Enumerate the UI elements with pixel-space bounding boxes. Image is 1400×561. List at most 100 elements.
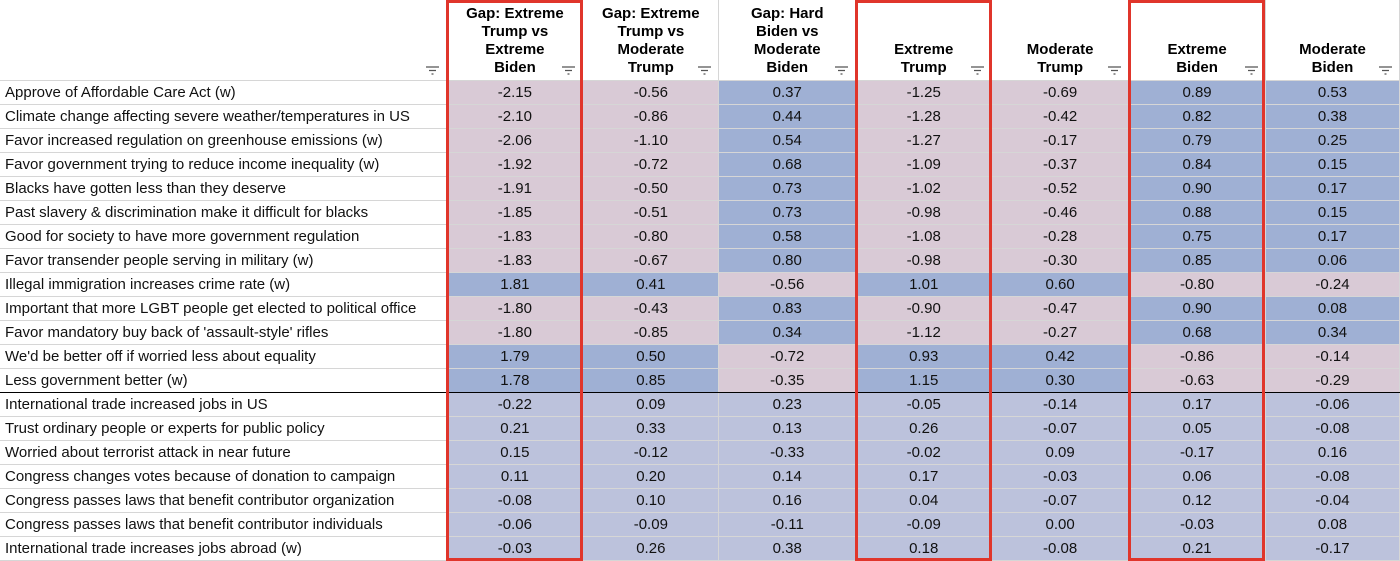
cell-moderate-biden[interactable]: 0.34 bbox=[1265, 320, 1400, 345]
cell-gap-hb-mb[interactable]: 0.80 bbox=[718, 248, 857, 273]
cell-moderate-biden[interactable]: 0.53 bbox=[1265, 80, 1400, 105]
cell-moderate-biden[interactable]: -0.08 bbox=[1265, 464, 1400, 489]
cell-gap-hb-mb[interactable]: 0.58 bbox=[718, 224, 857, 249]
cell-moderate-trump[interactable]: -0.03 bbox=[991, 464, 1130, 489]
cell-extreme-biden[interactable]: 0.12 bbox=[1128, 488, 1267, 513]
cell-moderate-trump[interactable]: 0.30 bbox=[991, 368, 1130, 393]
cell-moderate-trump[interactable]: -0.47 bbox=[991, 296, 1130, 321]
cell-gap-et-mt[interactable]: 0.09 bbox=[582, 392, 720, 417]
row-label[interactable]: Congress changes votes because of donati… bbox=[0, 464, 448, 489]
filter-icon[interactable] bbox=[1245, 66, 1259, 75]
filter-icon[interactable] bbox=[562, 66, 576, 75]
cell-extreme-biden[interactable]: 0.90 bbox=[1128, 296, 1267, 321]
cell-gap-et-mt[interactable]: -0.56 bbox=[582, 80, 720, 105]
cell-extreme-trump[interactable]: -1.12 bbox=[855, 320, 993, 345]
cell-gap-hb-mb[interactable]: 0.34 bbox=[718, 320, 857, 345]
cell-gap-hb-mb[interactable]: -0.35 bbox=[718, 368, 857, 393]
row-label[interactable]: Favor increased regulation on greenhouse… bbox=[0, 128, 448, 153]
row-label[interactable]: Good for society to have more government… bbox=[0, 224, 448, 249]
cell-gap-et-eb[interactable]: 1.78 bbox=[446, 368, 584, 393]
column-header-gap-hb-mb[interactable]: Gap: Hard Biden vs Moderate Biden bbox=[718, 0, 857, 81]
row-label[interactable]: Worried about terrorist attack in near f… bbox=[0, 440, 448, 465]
cell-moderate-trump[interactable]: 0.42 bbox=[991, 344, 1130, 369]
cell-gap-et-mt[interactable]: -0.50 bbox=[582, 176, 720, 201]
cell-moderate-biden[interactable]: 0.17 bbox=[1265, 224, 1400, 249]
cell-extreme-trump[interactable]: -1.28 bbox=[855, 104, 993, 129]
cell-gap-et-mt[interactable]: 0.33 bbox=[582, 416, 720, 441]
row-label[interactable]: Approve of Affordable Care Act (w) bbox=[0, 80, 448, 105]
row-label[interactable]: International trade increased jobs in US bbox=[0, 392, 448, 417]
row-label[interactable]: We'd be better off if worried less about… bbox=[0, 344, 448, 369]
cell-gap-et-mt[interactable]: -0.09 bbox=[582, 512, 720, 537]
row-label[interactable]: Illegal immigration increases crime rate… bbox=[0, 272, 448, 297]
cell-gap-hb-mb[interactable]: 0.16 bbox=[718, 488, 857, 513]
cell-extreme-trump[interactable]: 1.01 bbox=[855, 272, 993, 297]
cell-moderate-trump[interactable]: -0.28 bbox=[991, 224, 1130, 249]
filter-icon[interactable] bbox=[698, 66, 712, 75]
cell-extreme-biden[interactable]: -0.80 bbox=[1128, 272, 1267, 297]
cell-extreme-trump[interactable]: 0.93 bbox=[855, 344, 993, 369]
cell-extreme-trump[interactable]: 0.18 bbox=[855, 536, 993, 561]
cell-gap-et-mt[interactable]: -0.12 bbox=[582, 440, 720, 465]
cell-moderate-biden[interactable]: 0.17 bbox=[1265, 176, 1400, 201]
cell-gap-et-mt[interactable]: -0.85 bbox=[582, 320, 720, 345]
cell-extreme-biden[interactable]: 0.75 bbox=[1128, 224, 1267, 249]
cell-extreme-trump[interactable]: -0.05 bbox=[855, 392, 993, 417]
cell-gap-hb-mb[interactable]: -0.72 bbox=[718, 344, 857, 369]
cell-extreme-trump[interactable]: -1.02 bbox=[855, 176, 993, 201]
cell-gap-hb-mb[interactable]: 0.44 bbox=[718, 104, 857, 129]
cell-gap-et-eb[interactable]: -1.85 bbox=[446, 200, 584, 225]
cell-extreme-biden[interactable]: -0.03 bbox=[1128, 512, 1267, 537]
cell-extreme-biden[interactable]: 0.88 bbox=[1128, 200, 1267, 225]
cell-moderate-biden[interactable]: 0.15 bbox=[1265, 200, 1400, 225]
row-label[interactable]: Congress passes laws that benefit contri… bbox=[0, 488, 448, 513]
cell-gap-et-eb[interactable]: -1.80 bbox=[446, 320, 584, 345]
cell-moderate-trump[interactable]: -0.17 bbox=[991, 128, 1130, 153]
cell-moderate-biden[interactable]: -0.14 bbox=[1265, 344, 1400, 369]
cell-moderate-biden[interactable]: -0.06 bbox=[1265, 392, 1400, 417]
cell-gap-hb-mb[interactable]: 0.14 bbox=[718, 464, 857, 489]
filter-icon[interactable] bbox=[835, 66, 849, 75]
cell-gap-et-eb[interactable]: 1.79 bbox=[446, 344, 584, 369]
filter-icon[interactable] bbox=[426, 66, 440, 75]
column-header-moderate-trump[interactable]: Moderate Trump bbox=[991, 0, 1130, 81]
cell-moderate-biden[interactable]: -0.08 bbox=[1265, 416, 1400, 441]
cell-gap-et-eb[interactable]: -2.15 bbox=[446, 80, 584, 105]
cell-extreme-biden[interactable]: 0.21 bbox=[1128, 536, 1267, 561]
filter-icon[interactable] bbox=[1379, 66, 1392, 75]
row-label[interactable]: Favor transender people serving in milit… bbox=[0, 248, 448, 273]
cell-extreme-biden[interactable]: 0.06 bbox=[1128, 464, 1267, 489]
cell-gap-et-eb[interactable]: 1.81 bbox=[446, 272, 584, 297]
cell-moderate-biden[interactable]: 0.06 bbox=[1265, 248, 1400, 273]
cell-gap-et-eb[interactable]: -0.08 bbox=[446, 488, 584, 513]
cell-moderate-biden[interactable]: -0.24 bbox=[1265, 272, 1400, 297]
cell-gap-hb-mb[interactable]: 0.13 bbox=[718, 416, 857, 441]
row-label[interactable]: Blacks have gotten less than they deserv… bbox=[0, 176, 448, 201]
cell-gap-et-mt[interactable]: -0.86 bbox=[582, 104, 720, 129]
row-label[interactable]: Congress passes laws that benefit contri… bbox=[0, 512, 448, 537]
cell-gap-et-eb[interactable]: -1.91 bbox=[446, 176, 584, 201]
cell-moderate-trump[interactable]: 0.00 bbox=[991, 512, 1130, 537]
cell-gap-et-mt[interactable]: -1.10 bbox=[582, 128, 720, 153]
row-label[interactable]: Past slavery & discrimination make it di… bbox=[0, 200, 448, 225]
cell-moderate-biden[interactable]: -0.04 bbox=[1265, 488, 1400, 513]
cell-gap-et-eb[interactable]: 0.15 bbox=[446, 440, 584, 465]
cell-moderate-biden[interactable]: 0.38 bbox=[1265, 104, 1400, 129]
cell-moderate-biden[interactable]: -0.29 bbox=[1265, 368, 1400, 393]
column-header-moderate-biden[interactable]: Moderate Biden bbox=[1265, 0, 1400, 81]
cell-gap-hb-mb[interactable]: -0.56 bbox=[718, 272, 857, 297]
cell-gap-et-mt[interactable]: 0.85 bbox=[582, 368, 720, 393]
cell-gap-hb-mb[interactable]: 0.68 bbox=[718, 152, 857, 177]
cell-gap-hb-mb[interactable]: 0.54 bbox=[718, 128, 857, 153]
cell-extreme-trump[interactable]: -0.09 bbox=[855, 512, 993, 537]
cell-gap-et-eb[interactable]: 0.11 bbox=[446, 464, 584, 489]
cell-moderate-biden[interactable]: 0.08 bbox=[1265, 296, 1400, 321]
cell-extreme-trump[interactable]: -0.90 bbox=[855, 296, 993, 321]
cell-extreme-biden[interactable]: 0.89 bbox=[1128, 80, 1267, 105]
cell-gap-hb-mb[interactable]: -0.11 bbox=[718, 512, 857, 537]
cell-extreme-biden[interactable]: -0.17 bbox=[1128, 440, 1267, 465]
cell-moderate-trump[interactable]: -0.46 bbox=[991, 200, 1130, 225]
cell-extreme-trump[interactable]: -0.98 bbox=[855, 200, 993, 225]
row-label[interactable]: Less government better (w) bbox=[0, 368, 448, 393]
cell-moderate-trump[interactable]: -0.07 bbox=[991, 488, 1130, 513]
